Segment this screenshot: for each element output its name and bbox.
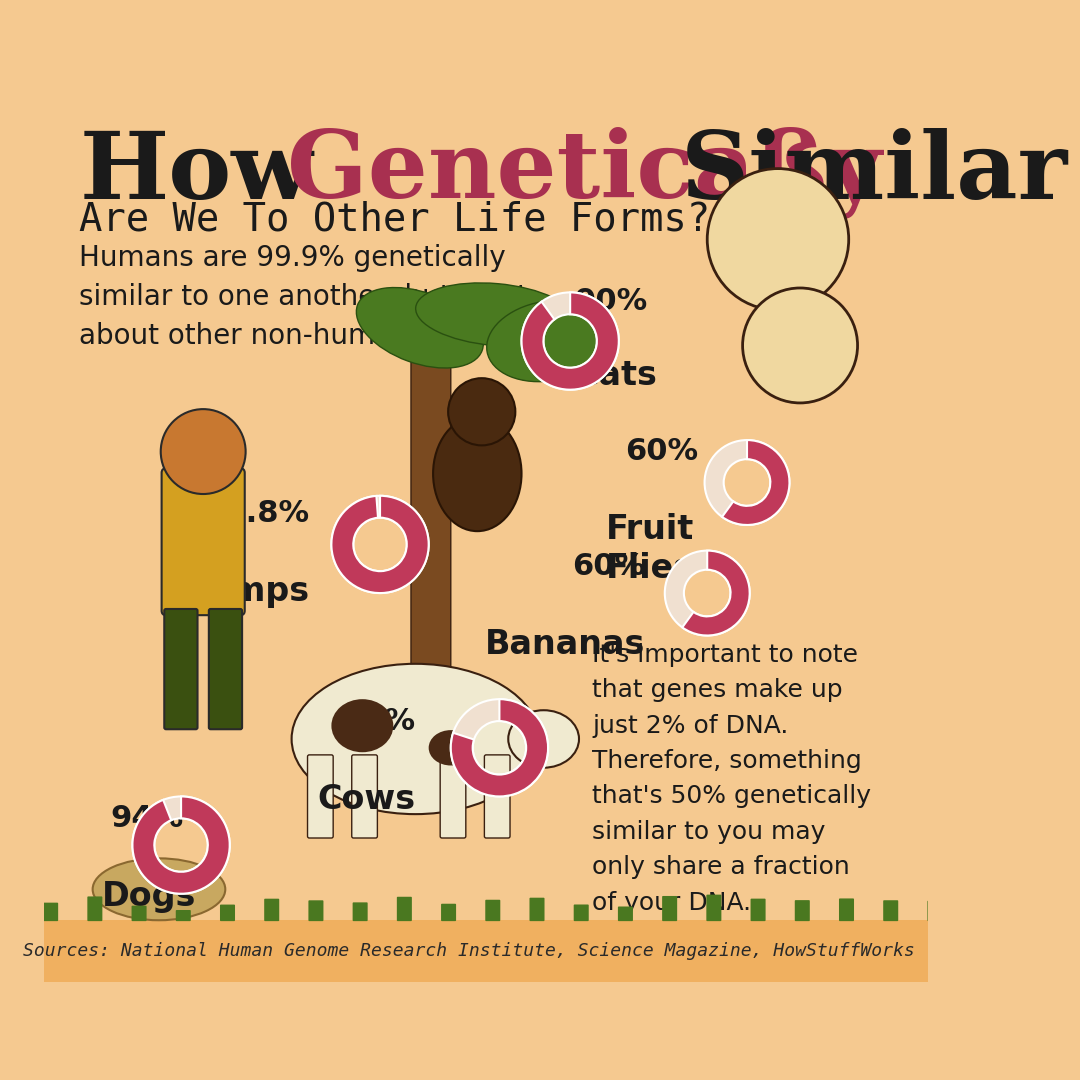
FancyBboxPatch shape — [706, 896, 721, 921]
Wedge shape — [683, 551, 750, 635]
Wedge shape — [450, 699, 548, 796]
FancyBboxPatch shape — [573, 907, 589, 921]
FancyBboxPatch shape — [751, 893, 766, 921]
Ellipse shape — [332, 699, 393, 753]
FancyBboxPatch shape — [529, 895, 544, 921]
Wedge shape — [665, 551, 750, 635]
Wedge shape — [133, 796, 230, 894]
Wedge shape — [704, 440, 789, 525]
Ellipse shape — [356, 287, 484, 368]
Wedge shape — [723, 440, 789, 525]
FancyBboxPatch shape — [485, 755, 510, 838]
FancyBboxPatch shape — [132, 906, 147, 921]
Ellipse shape — [487, 300, 609, 381]
FancyBboxPatch shape — [352, 755, 377, 838]
FancyBboxPatch shape — [928, 899, 943, 921]
Circle shape — [161, 409, 245, 494]
FancyBboxPatch shape — [839, 905, 854, 921]
Wedge shape — [450, 699, 548, 796]
FancyBboxPatch shape — [164, 609, 198, 729]
FancyBboxPatch shape — [883, 906, 899, 921]
FancyBboxPatch shape — [441, 755, 465, 838]
FancyBboxPatch shape — [43, 906, 58, 921]
Ellipse shape — [433, 416, 522, 531]
Text: How: How — [79, 129, 313, 218]
FancyBboxPatch shape — [441, 900, 456, 921]
Text: Fruit
Flies: Fruit Flies — [606, 513, 694, 584]
Circle shape — [448, 378, 515, 445]
Circle shape — [743, 288, 858, 403]
Text: Geneticaßy: Geneticaßy — [287, 127, 882, 219]
FancyBboxPatch shape — [208, 609, 242, 729]
Text: Sources: National Human Genome Research Institute, Science Magazine, HowStuffWor: Sources: National Human Genome Research … — [23, 942, 915, 960]
Text: Similar: Similar — [680, 129, 1068, 218]
FancyBboxPatch shape — [265, 901, 280, 921]
Text: Chimps: Chimps — [171, 576, 309, 608]
FancyBboxPatch shape — [618, 897, 633, 921]
Text: Dogs: Dogs — [102, 880, 195, 914]
Text: Are We To Other Life Forms?: Are We To Other Life Forms? — [79, 201, 711, 239]
Text: 80%: 80% — [342, 706, 416, 735]
Ellipse shape — [429, 730, 473, 766]
FancyBboxPatch shape — [662, 899, 677, 921]
Text: 98.8%: 98.8% — [203, 499, 309, 528]
Text: 60%: 60% — [572, 552, 646, 581]
Text: Humans are 99.9% genetically
similar to one another, but what
about other non-hu: Humans are 99.9% genetically similar to … — [79, 244, 564, 350]
FancyBboxPatch shape — [795, 901, 810, 921]
Text: Cows: Cows — [318, 783, 416, 816]
Text: It's important to note
that genes make up
just 2% of DNA.
Therefore, something
t: It's important to note that genes make u… — [592, 643, 872, 915]
FancyBboxPatch shape — [411, 333, 450, 677]
Wedge shape — [133, 796, 230, 894]
FancyBboxPatch shape — [485, 907, 500, 921]
FancyBboxPatch shape — [176, 893, 191, 921]
FancyBboxPatch shape — [308, 755, 333, 838]
Text: 60%: 60% — [625, 437, 699, 467]
Wedge shape — [522, 293, 619, 390]
FancyBboxPatch shape — [162, 469, 245, 616]
FancyBboxPatch shape — [87, 895, 103, 921]
Wedge shape — [522, 293, 619, 390]
Text: Cats: Cats — [575, 359, 658, 392]
Text: 94%: 94% — [110, 804, 184, 833]
FancyBboxPatch shape — [396, 910, 411, 921]
Text: Bananas: Bananas — [485, 629, 646, 661]
Text: 90%: 90% — [575, 287, 648, 315]
FancyBboxPatch shape — [353, 904, 367, 921]
FancyBboxPatch shape — [220, 906, 235, 921]
Ellipse shape — [416, 283, 575, 346]
Circle shape — [707, 168, 849, 310]
FancyBboxPatch shape — [44, 920, 929, 982]
FancyBboxPatch shape — [309, 893, 323, 921]
Ellipse shape — [509, 711, 579, 768]
Wedge shape — [332, 496, 429, 593]
Ellipse shape — [93, 859, 226, 920]
Ellipse shape — [292, 664, 539, 814]
Wedge shape — [332, 496, 429, 593]
